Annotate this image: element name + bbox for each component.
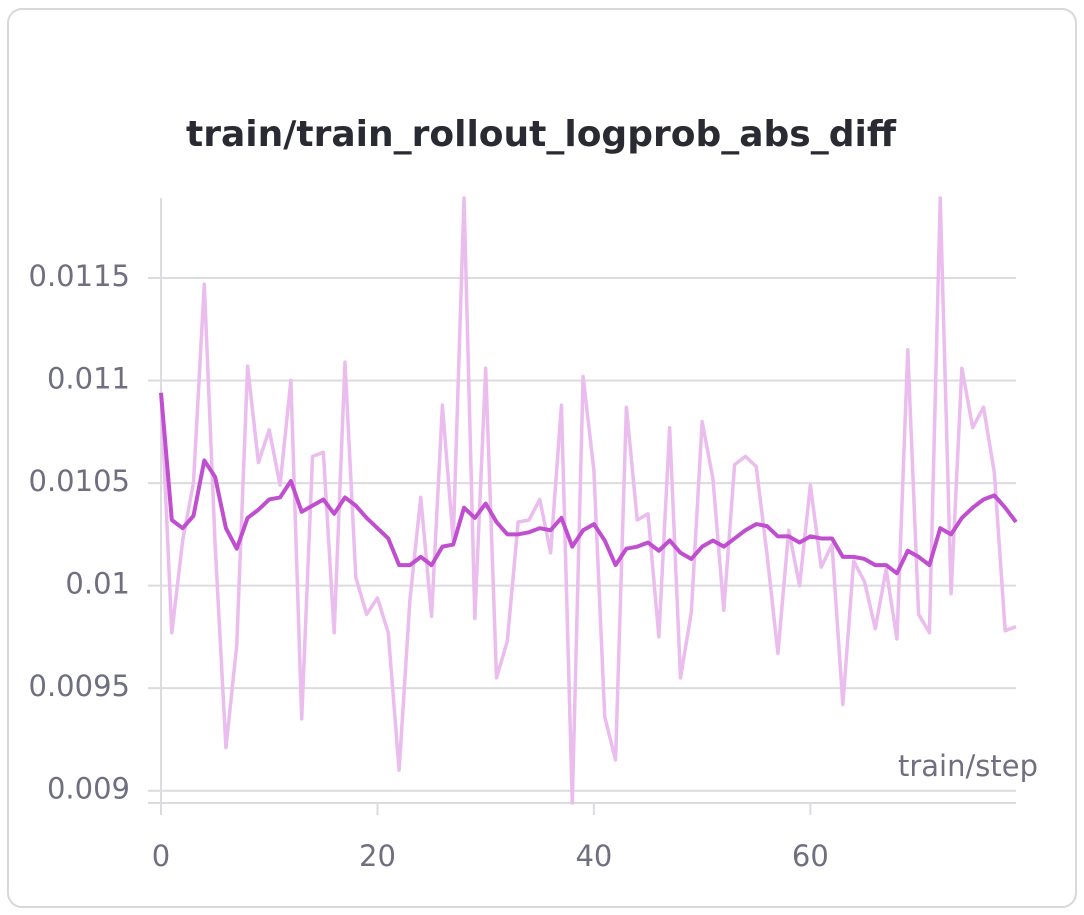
card — [7, 8, 1077, 908]
y-tick-label: 0.009 — [47, 772, 130, 806]
y-tick-label: 0.0115 — [29, 259, 130, 293]
chart-title: train/train_rollout_logprob_abs_diff — [186, 114, 897, 155]
y-tick-label: 0.011 — [47, 362, 130, 396]
x-tick-label: 40 — [575, 839, 612, 873]
series-line — [159, 392, 1018, 576]
y-tick-label: 0.01 — [65, 567, 130, 601]
y-tick-label: 0.0095 — [29, 669, 130, 703]
x-tick-label: 0 — [152, 839, 170, 873]
x-tick-label: 20 — [359, 839, 396, 873]
x-tick-label: 60 — [792, 839, 829, 873]
x-axis-label: train/step — [898, 749, 1038, 783]
series-line — [159, 196, 1017, 805]
y-tick-label: 0.0105 — [29, 464, 130, 498]
